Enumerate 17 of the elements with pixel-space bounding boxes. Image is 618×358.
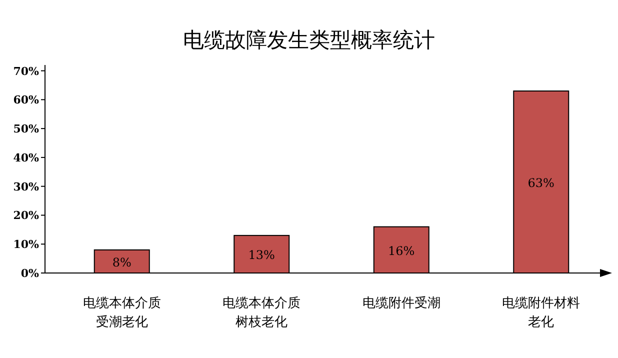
x-tick-label: 电缆本体介质受潮老化 <box>82 295 162 332</box>
y-tick-label: 30% <box>13 180 40 194</box>
y-tick-label: 0% <box>20 267 40 280</box>
data-label: 8% <box>112 255 132 270</box>
x-tick-label: 电缆附件受潮 <box>361 295 442 313</box>
y-tick-label: 10% <box>13 238 40 252</box>
y-tick-label: 20% <box>13 209 40 222</box>
data-label: 16% <box>388 244 415 258</box>
x-tick-label: 电缆附件材料老化 <box>501 295 582 332</box>
y-tick-label: 50% <box>13 122 40 136</box>
y-tick-label: 60% <box>13 94 40 107</box>
y-tick-label: 40% <box>13 151 40 164</box>
y-tick-label: 70% <box>13 64 40 78</box>
x-tick-label: 电缆本体介质树枝老化 <box>222 295 302 332</box>
data-label: 63% <box>528 176 554 190</box>
chart-title: 电缆故障发生类型概率统计 <box>182 27 436 54</box>
data-label: 13% <box>248 248 275 262</box>
